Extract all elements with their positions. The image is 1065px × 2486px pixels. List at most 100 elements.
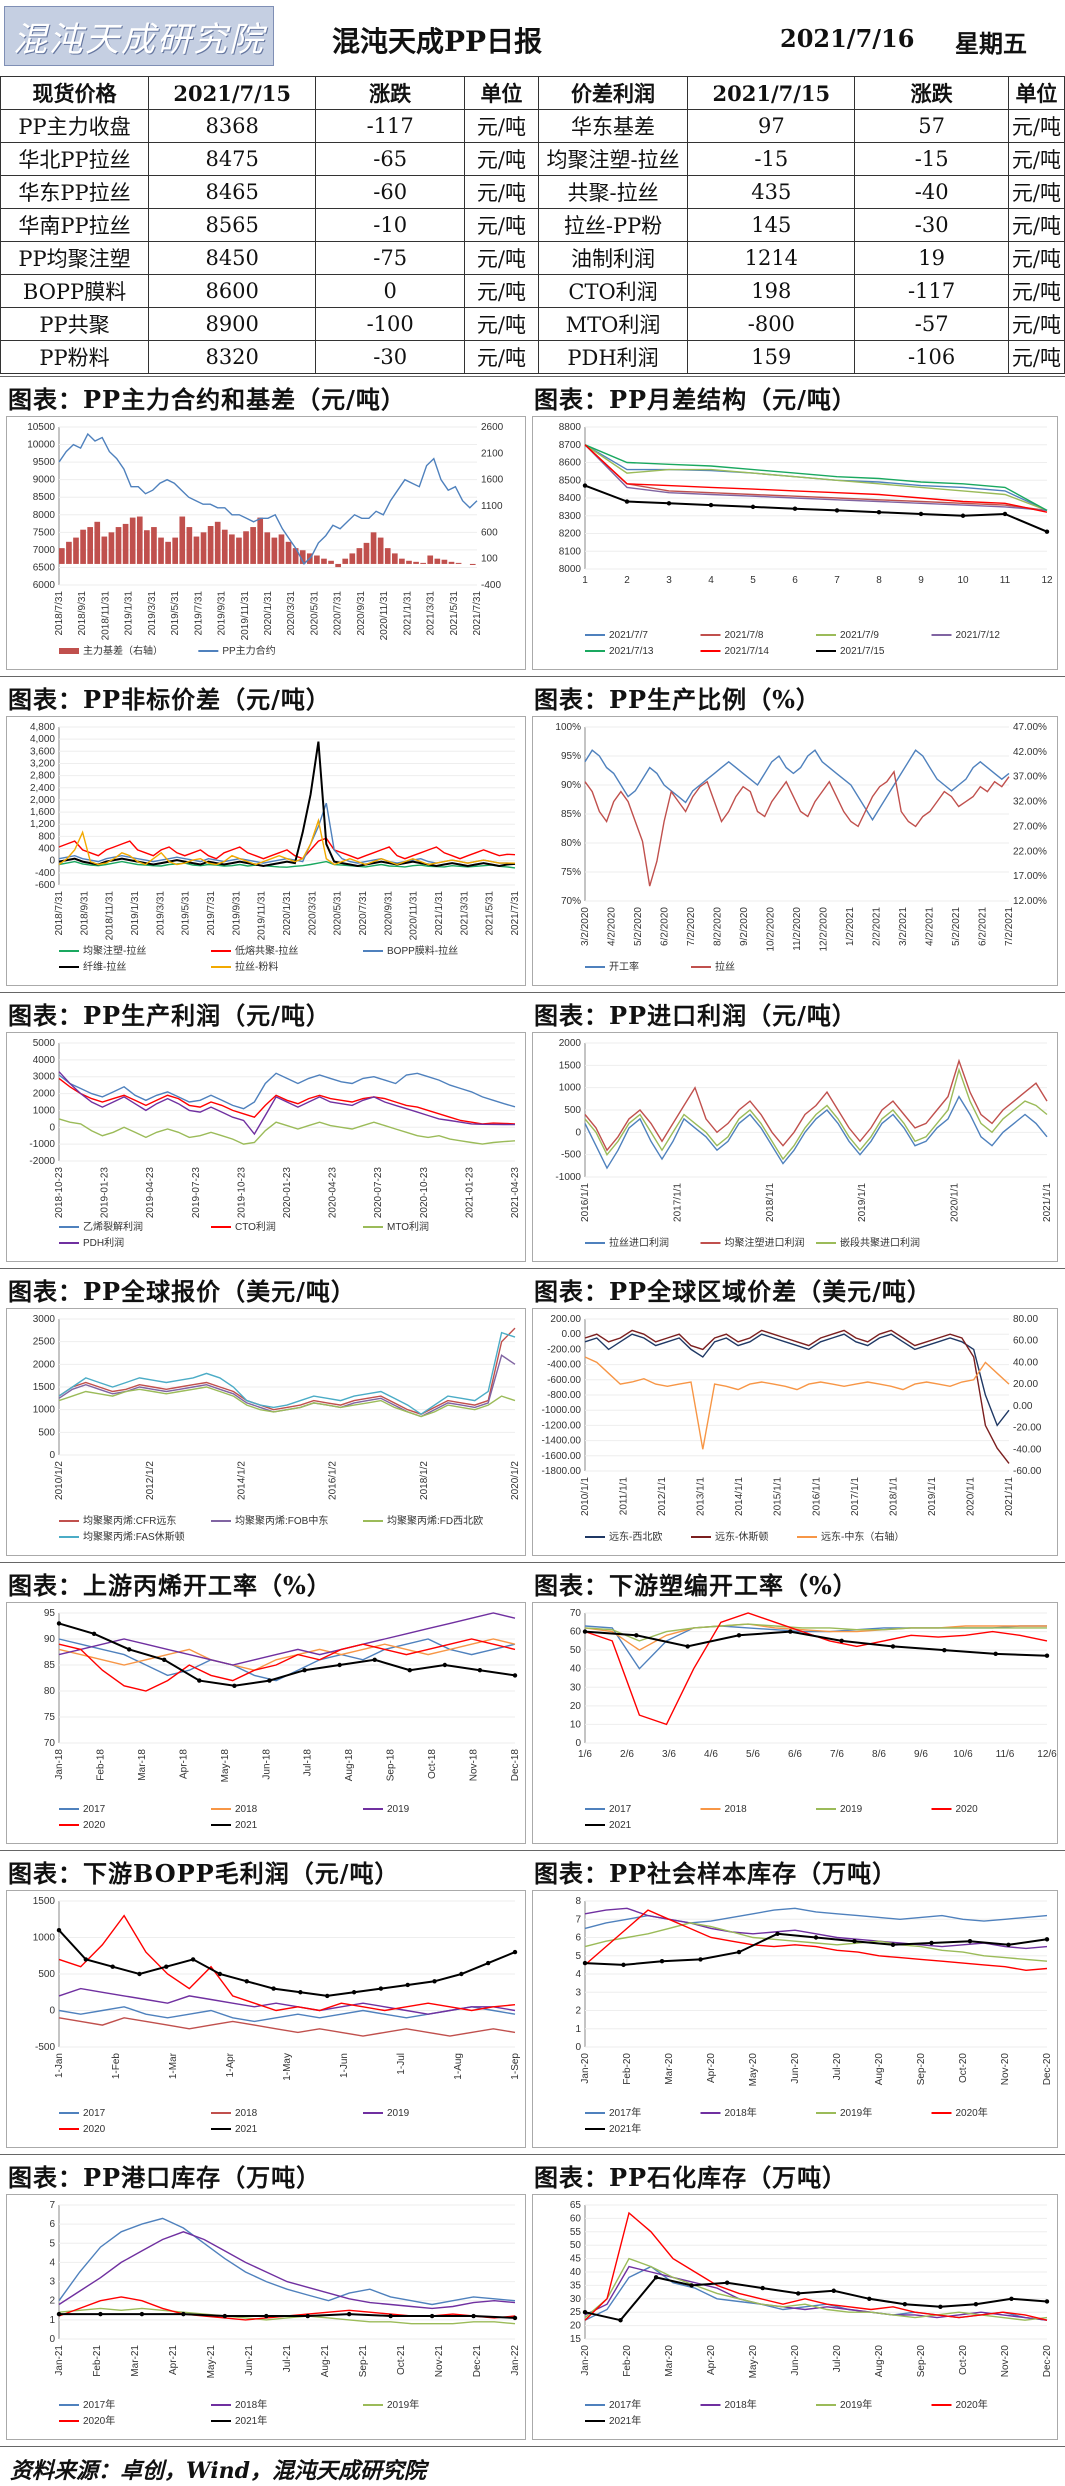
- x-tick-label: Aug-20: [874, 2345, 885, 2378]
- legend-label: 2020年: [83, 2414, 115, 2427]
- chart-title: 图表：下游塑编开工率（%）: [534, 1571, 858, 1600]
- x-tick-label: Nov-20: [1000, 2053, 1011, 2086]
- legend-label: 开工率: [609, 960, 639, 973]
- x-tick-label: Apr-21: [168, 2345, 179, 2375]
- table-row: BOPP膜料 8600 0 元/吨 CTO利润 198 -117 元/吨: [0, 274, 1065, 308]
- y-tick-label: 3: [575, 1987, 581, 1998]
- x-tick-label: 12/6: [1037, 1749, 1057, 1760]
- y-tick-label: 1500: [33, 1382, 56, 1393]
- y2-tick-label: 37.00%: [1013, 772, 1047, 783]
- point: [139, 2311, 145, 2317]
- y-tick-label: 6: [575, 1933, 581, 1944]
- y-tick-label: 85: [44, 1660, 56, 1671]
- y-tick-label: 6500: [33, 562, 56, 573]
- point: [162, 1657, 167, 1662]
- x-tick-label: 2019/7/31: [193, 591, 204, 636]
- point: [512, 1673, 518, 1678]
- y-tick-label: 0: [575, 1738, 581, 1749]
- y-tick-label: 8700: [559, 440, 582, 451]
- y2-tick-label: 40.00: [1013, 1357, 1038, 1368]
- bar: [94, 521, 101, 564]
- x-tick-label: Jan-18: [54, 1749, 65, 1780]
- point: [621, 1962, 626, 1968]
- chart-svg: 70 60 50 40 30 20 10 01/6 2/6 3/6 4/6 5/6 6/6 7/6 8/6 9…: [570, 1608, 1057, 1831]
- legend-label: 2019: [387, 1804, 410, 1815]
- x-tick-label: May-20: [748, 2053, 759, 2087]
- y-tick-label: 2: [575, 2006, 581, 2017]
- y-tick-label: 4000: [33, 1055, 56, 1066]
- chart-panel: 8 7 6 5 4 3 2 1 0 Jan-20 Feb-20 Mar-20 Apr-20 May-20 J…: [532, 1890, 1058, 2148]
- bar: [285, 541, 292, 564]
- legend-label: 2018: [235, 1804, 258, 1815]
- x-tick-label: 2019/7/31: [206, 891, 217, 936]
- x-tick-label: 2019/1/1: [927, 1477, 938, 1516]
- x-tick-label: 2018/9/31: [77, 591, 88, 636]
- x-tick-label: 2020-10-23: [419, 1167, 430, 1219]
- bar: [236, 537, 242, 564]
- x-tick-label: 2020-04-23: [328, 1167, 339, 1219]
- point: [244, 1979, 249, 1984]
- y-tick-label: 2000: [559, 1038, 582, 1049]
- table-cell: 元/吨: [1007, 109, 1065, 143]
- bar: [129, 517, 136, 564]
- y-tick-label: 6000: [33, 580, 56, 591]
- series-line: [584, 1909, 1048, 1972]
- point: [346, 2311, 352, 2317]
- x-tick-label: 2019/3/31: [155, 891, 166, 936]
- bar: [87, 527, 94, 564]
- chart-title: 图表：PP生产比例（%）: [534, 685, 821, 714]
- x-tick-label: Oct-20: [958, 2053, 969, 2083]
- x-tick-label: 1-Sep: [510, 2053, 521, 2080]
- x-tick-label: 8/2/2020: [713, 907, 724, 946]
- series-line: [58, 817, 516, 866]
- series-line: [584, 1907, 1048, 1950]
- series-line: [59, 2313, 516, 2319]
- chart-title: 图表：上游丙烯开工率（%）: [8, 1571, 332, 1600]
- chart-title: 图表：PP生产利润（元/吨）: [8, 1001, 331, 1030]
- table-cell: -65: [315, 142, 466, 176]
- y-tick-label: 7000: [33, 545, 56, 556]
- x-tick-label: Apr-18: [178, 1749, 189, 1779]
- table-row: PP均聚注塑 8450 -75 元/吨 油制利润 1214 19 元/吨: [0, 241, 1065, 275]
- x-tick-label: 2019/1/1: [857, 1183, 868, 1222]
- chart-svg: 5000 4000 3000 2000 1000 0 -1000 -20002018-10-2…: [29, 1038, 521, 1249]
- y-tick-label: 100%: [555, 722, 581, 733]
- y-tick-label: 5: [49, 2238, 55, 2249]
- series-line: [584, 1625, 1047, 1670]
- x-tick-label: Dec-21: [472, 2345, 483, 2378]
- table-row: 华南PP拉丝 8565 -10 元/吨 拉丝-PP粉 145 -30 元/吨: [0, 208, 1065, 242]
- series-line: [584, 484, 1048, 533]
- legend-label: 2021年: [609, 2122, 641, 2135]
- x-tick-label: 2021-04-23: [510, 1167, 521, 1219]
- x-tick-label: Feb-20: [622, 2053, 633, 2085]
- point: [1044, 529, 1050, 534]
- chart-title: 图表：PP进口利润（元/吨）: [534, 1001, 857, 1030]
- y-tick-label: 8000: [33, 510, 56, 521]
- series-line: [58, 2231, 516, 2310]
- legend-label: 2021年: [235, 2414, 267, 2427]
- table-cell: -30: [854, 208, 1009, 242]
- point: [634, 1633, 639, 1638]
- table-cell: 97: [687, 109, 856, 143]
- x-tick-label: 4/6: [704, 1749, 718, 1760]
- point: [724, 2280, 730, 2285]
- legend-label: 2017: [609, 1804, 632, 1815]
- point: [405, 1982, 410, 1988]
- series-line: [584, 1630, 1048, 1657]
- y-tick-label: 60: [570, 1627, 582, 1638]
- y-tick-label: 20: [570, 2321, 582, 2332]
- point: [197, 1678, 202, 1683]
- x-tick-label: 1-Jul: [396, 2053, 407, 2075]
- series-line: [58, 2217, 516, 2306]
- x-tick-label: 2020/7/31: [333, 591, 344, 636]
- series-line: [58, 1929, 516, 1997]
- table-cell: CTO利润: [537, 274, 689, 308]
- x-tick-label: 2019/3/31: [147, 591, 158, 636]
- bar: [271, 537, 278, 564]
- table-cell: 元/吨: [464, 307, 539, 341]
- x-tick-label: 2019/9/31: [231, 891, 242, 936]
- x-tick-label: Aug-20: [874, 2053, 885, 2086]
- bar: [299, 550, 306, 564]
- x-tick-label: Feb-18: [95, 1749, 106, 1781]
